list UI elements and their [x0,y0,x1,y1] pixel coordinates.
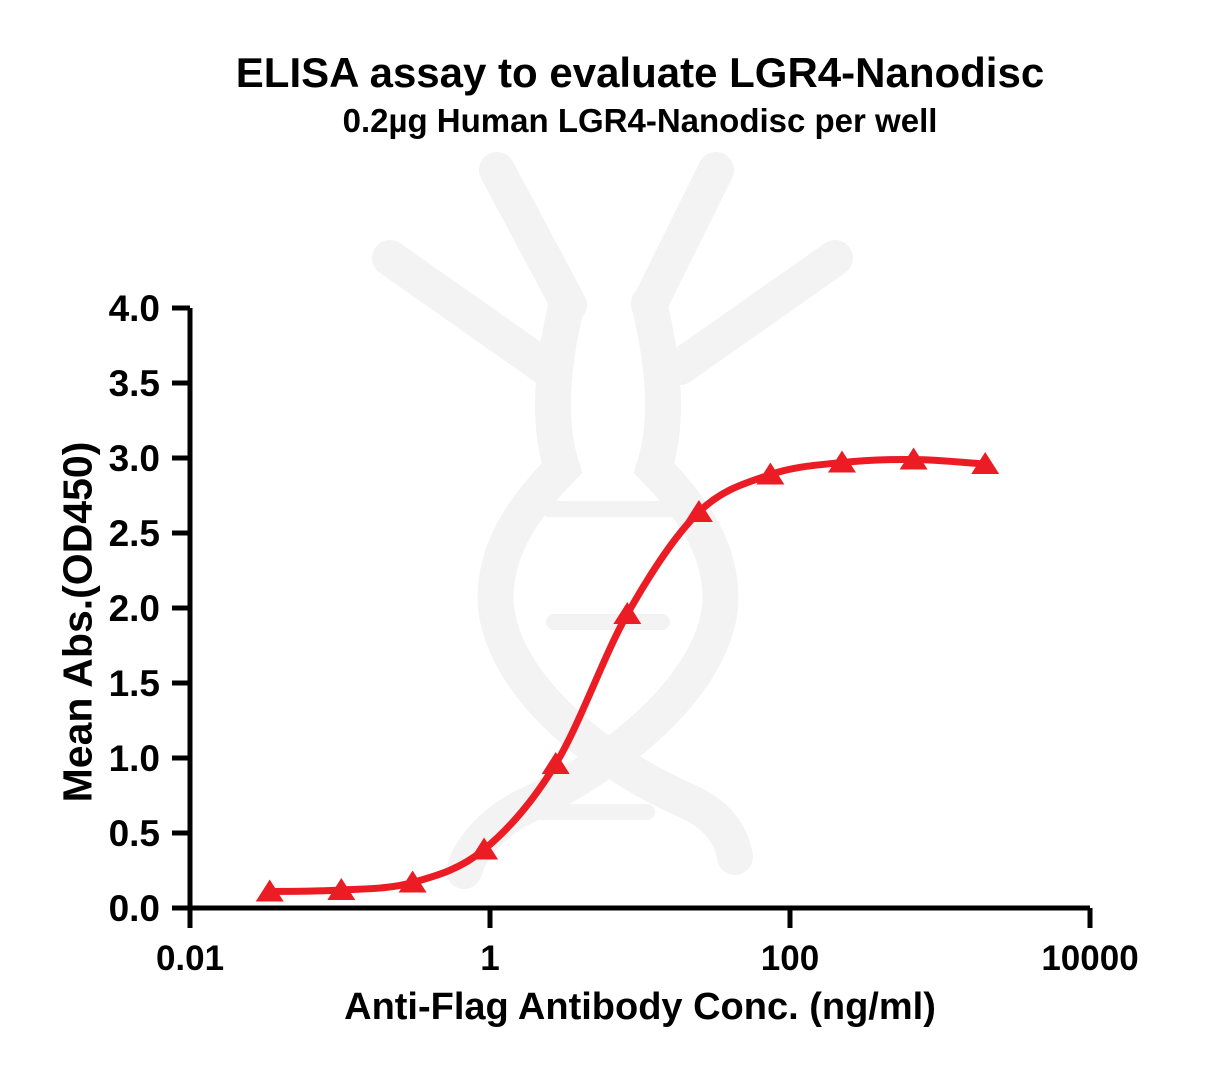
y-tick-label: 2.5 [109,513,160,554]
y-tick-label: 1.5 [109,663,160,704]
axis-ticks [172,305,1093,928]
x-tick-label: 100 [761,939,819,978]
helix-arm-inner-right [631,152,734,323]
y-tick-label: 0.0 [109,888,160,929]
y-tick-label: 2.0 [109,588,160,629]
y-tick-label: 3.5 [109,363,160,404]
data-point-marker [684,500,713,522]
y-tick-label: 0.5 [109,813,160,854]
data-point-marker [255,879,284,902]
y-tick-label: 1.0 [109,738,160,779]
data-point-marker [541,752,570,774]
data-point-marker [756,462,785,485]
data-point-marker [327,878,356,900]
chart-title: ELISA assay to evaluate LGR4-Nanodisc [235,49,1045,96]
x-tick-label: 1 [480,939,499,978]
data-point-marker [828,450,856,473]
data-series [255,447,1000,902]
data-point-marker [899,447,928,470]
helix-arm-outer-right [662,240,853,385]
data-point-marker [613,602,642,624]
y-tick-label: 3.0 [109,438,160,479]
x-tick-label: 10000 [1041,939,1138,978]
helix-arm-outer-left [372,240,563,385]
dna-helix-watermark [372,152,853,889]
y-tick-label: 4.0 [109,288,160,329]
tick-labels: 0.0 0.5 1.0 1.5 2.0 2.5 3.0 3.5 4.0 0.01 1 100 10000 [109,288,1139,978]
helix-strand-left [477,285,753,875]
axes [172,305,1093,928]
helix-arm-inner-left [479,152,587,323]
dose-response-curve [266,455,989,895]
chart-subtitle: 0.2µg Human LGR4-Nanodisc per well [342,102,938,139]
x-tick-label: 0.01 [156,939,224,978]
data-point-marker [971,452,1000,474]
data-point-marker [470,837,499,860]
data-point-marker [398,870,427,893]
x-axis-title: Anti-Flag Antibody Conc. (ng/ml) [344,986,936,1028]
